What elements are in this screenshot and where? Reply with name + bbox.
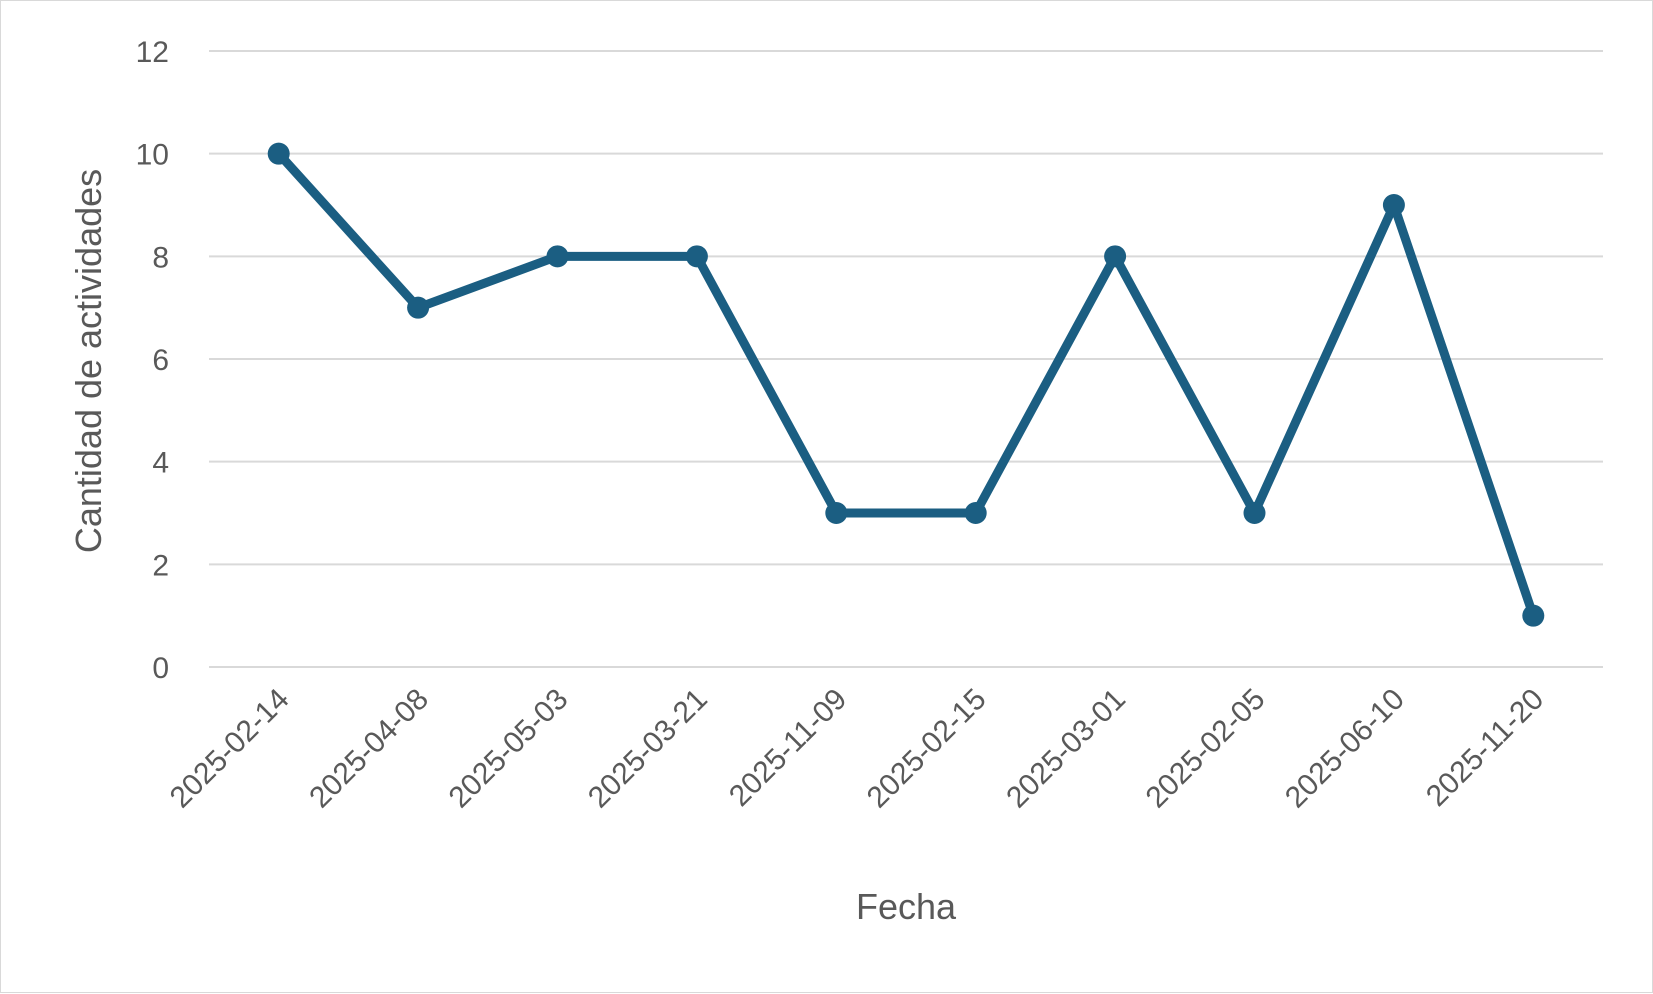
x-tick-label: 2025-06-10 [1279,683,1411,815]
x-tick-label: 2025-03-21 [582,683,714,815]
data-point [685,245,708,268]
data-point [407,296,430,319]
x-tick-label: 2025-11-09 [723,683,853,813]
x-tick-label: 2025-02-14 [164,683,296,815]
data-point [964,502,987,524]
y-tick-label: 0 [152,652,169,685]
x-tick-label: 2025-11-20 [1420,683,1550,813]
y-tick-label: 8 [152,241,169,274]
x-tick-label: 2025-02-15 [861,683,993,815]
y-axis-ticks: 0 2 4 6 8 10 12 [136,36,169,685]
data-point [1104,245,1127,268]
data-point [825,502,848,524]
y-tick-label: 6 [152,344,169,377]
data-point [546,245,569,268]
x-tick-label: 2025-02-05 [1140,683,1272,815]
x-axis-ticks: 2025-02-14 2025-04-08 2025-05-03 2025-03-21… [164,683,1550,815]
y-tick-label: 4 [152,447,169,480]
y-tick-label: 2 [152,549,169,582]
x-axis-title: Fecha [856,886,957,927]
series-group [267,142,1545,627]
data-point [267,142,290,165]
gridlines [209,50,1603,668]
data-point [1522,604,1545,627]
y-tick-label: 10 [136,139,169,172]
y-axis-title: Cantidad de actividades [68,169,109,553]
data-point [1382,194,1405,216]
x-tick-label: 2025-03-01 [1000,683,1132,815]
x-tick-label: 2025-05-03 [443,683,575,815]
data-point [1243,502,1266,524]
x-tick-label: 2025-04-08 [303,683,435,815]
series-line [274,149,1538,621]
y-tick-label: 12 [136,36,169,69]
